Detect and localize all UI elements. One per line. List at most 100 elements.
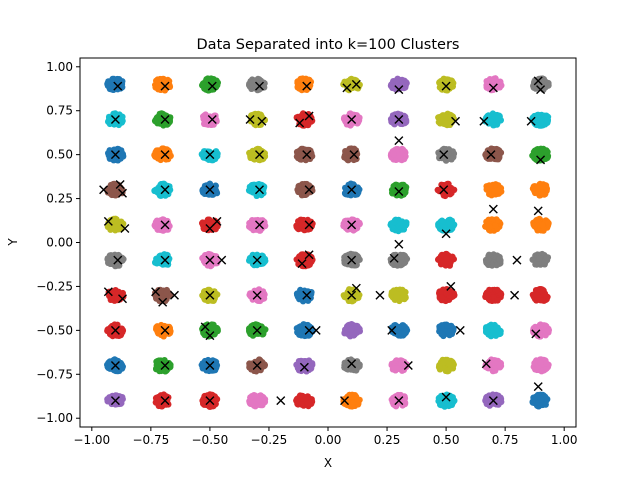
data-point <box>115 79 123 87</box>
data-point <box>200 289 208 296</box>
data-point <box>393 365 401 373</box>
data-point <box>482 150 490 158</box>
data-point <box>119 328 126 336</box>
data-point <box>496 84 503 91</box>
data-point <box>545 327 552 334</box>
data-point <box>400 181 407 189</box>
data-point <box>246 364 253 371</box>
data-point <box>254 114 261 122</box>
data-point <box>537 120 544 127</box>
data-point <box>345 78 352 85</box>
data-point <box>535 111 542 119</box>
scatter-points-layer <box>104 75 552 410</box>
data-point <box>155 330 162 337</box>
data-point <box>532 83 540 91</box>
data-point <box>341 330 348 337</box>
data-point <box>447 221 454 228</box>
data-point <box>544 152 552 160</box>
data-point <box>483 328 490 336</box>
data-point <box>249 78 257 86</box>
data-point <box>202 116 209 123</box>
data-point <box>115 121 123 129</box>
data-point <box>293 325 301 332</box>
data-point <box>296 82 303 90</box>
data-point <box>246 83 254 90</box>
data-point <box>493 324 500 332</box>
data-point <box>494 187 501 195</box>
data-point <box>396 218 404 226</box>
cluster-blob <box>104 75 126 94</box>
data-point <box>485 322 493 330</box>
data-point <box>251 219 258 227</box>
data-point <box>247 329 254 336</box>
data-point <box>436 366 444 373</box>
data-point <box>444 322 451 329</box>
data-point <box>105 79 112 87</box>
data-point <box>295 183 302 190</box>
data-point <box>261 84 268 91</box>
data-point <box>544 118 551 125</box>
data-point <box>394 146 401 153</box>
data-point <box>491 222 499 229</box>
data-point <box>494 115 502 122</box>
data-point <box>293 361 300 368</box>
data-point <box>399 290 406 297</box>
data-point <box>391 218 398 226</box>
data-point <box>543 254 550 261</box>
data-point <box>293 114 300 121</box>
data-point <box>114 112 121 120</box>
data-point <box>356 114 363 121</box>
data-point <box>486 76 494 83</box>
data-point <box>163 289 170 297</box>
data-point <box>390 151 397 158</box>
data-point <box>449 253 456 260</box>
cluster-blob <box>246 75 268 94</box>
cluster-blob <box>481 110 504 129</box>
data-point <box>398 252 405 260</box>
data-point <box>298 220 306 228</box>
data-point <box>484 291 492 298</box>
data-point <box>202 120 209 128</box>
data-point <box>485 251 493 258</box>
data-point <box>343 155 351 162</box>
data-point <box>119 153 126 160</box>
data-point <box>536 321 544 329</box>
data-point <box>353 322 360 330</box>
data-point <box>438 217 446 224</box>
data-point <box>441 119 449 126</box>
data-point <box>201 151 209 158</box>
data-point <box>341 293 348 300</box>
data-point <box>535 76 542 83</box>
data-point <box>494 297 501 304</box>
data-point <box>106 147 113 154</box>
data-point <box>494 286 501 294</box>
data-point <box>299 75 306 82</box>
cluster-blob <box>435 110 457 129</box>
data-point <box>487 117 494 125</box>
data-point <box>199 220 206 227</box>
data-point <box>543 113 551 120</box>
data-point <box>438 330 445 338</box>
data-point <box>450 186 458 193</box>
data-point <box>248 149 256 156</box>
data-point <box>297 151 305 158</box>
data-point <box>152 219 160 226</box>
data-point <box>491 359 498 366</box>
data-point <box>104 189 112 196</box>
data-point <box>483 186 490 193</box>
cluster-blob <box>387 145 409 164</box>
data-point <box>106 152 113 159</box>
data-point <box>401 330 408 337</box>
data-point <box>489 110 497 117</box>
cluster-blob <box>388 181 410 199</box>
data-point <box>159 145 166 153</box>
data-point <box>532 261 539 268</box>
data-point <box>156 255 164 262</box>
data-point <box>539 183 546 190</box>
data-point <box>151 151 158 159</box>
data-point <box>151 117 159 125</box>
data-point <box>109 75 116 83</box>
data-point <box>443 255 450 262</box>
cluster-blob <box>104 180 126 199</box>
